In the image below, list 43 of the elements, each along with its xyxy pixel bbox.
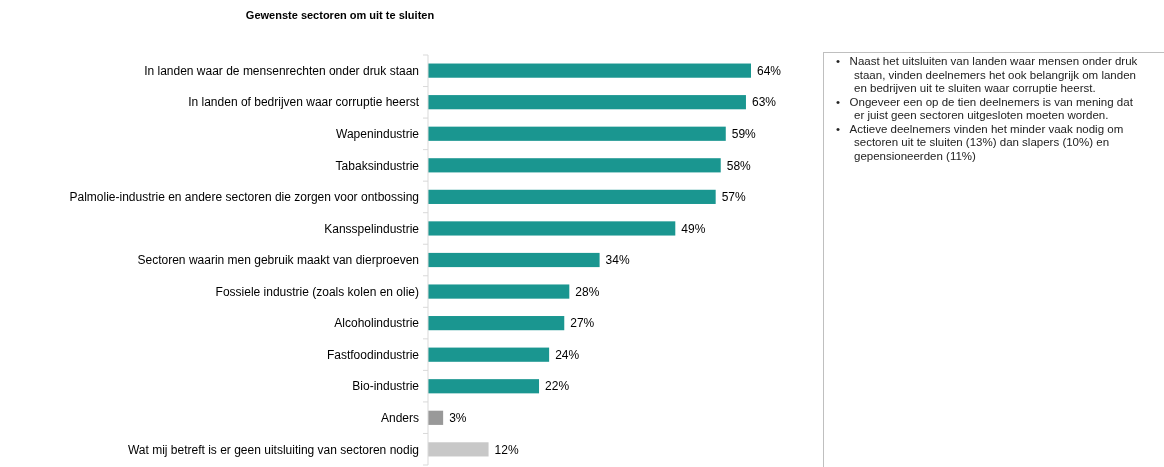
bar bbox=[428, 410, 444, 425]
bar bbox=[428, 158, 721, 173]
bar bbox=[428, 442, 489, 457]
y-tick-label: Palmolie-industrie en andere sectoren die zorgen voor ontbossing bbox=[69, 190, 419, 205]
y-tick-label: Wapenindustrie bbox=[336, 126, 420, 141]
bar bbox=[428, 95, 746, 110]
data-label: 59% bbox=[731, 126, 757, 141]
y-tick-label: Fossiele industrie (zoals kolen en olie) bbox=[215, 284, 419, 299]
bar bbox=[428, 126, 726, 141]
y-tick-label: Alcoholindustrie bbox=[334, 316, 420, 331]
data-label: 24% bbox=[555, 347, 580, 362]
data-label: 34% bbox=[605, 253, 630, 268]
data-label: 27% bbox=[570, 316, 595, 331]
data-label: 3% bbox=[449, 411, 467, 426]
bar bbox=[428, 284, 570, 299]
y-tick-label: Wat mij betreft is er geen uitsluiting van sectoren nodig bbox=[127, 442, 419, 457]
y-tick-label: Kansspelindustrie bbox=[324, 221, 420, 236]
data-label: 22% bbox=[545, 379, 570, 394]
bar bbox=[428, 379, 540, 394]
bar bbox=[428, 252, 600, 268]
y-tick-label: Sectoren waarin men gebruik maakt van dierproeven bbox=[137, 253, 419, 268]
bar bbox=[428, 221, 676, 236]
bar bbox=[428, 316, 565, 331]
y-tick-label: Anders bbox=[380, 411, 419, 426]
text: • Naast het uitsluiten van landen waar mensen onder druk staan, vinden deelnemers het ook belangrijk om landen en bedrijven uit te sluiten waar corruptie heerst. bbox=[836, 55, 1139, 96]
text: Gewenste sectoren om uit te sluiten bbox=[245, 9, 435, 21]
data-label: 57% bbox=[721, 190, 747, 205]
text: • Actieve deelnemers vinden het minder vaak nodig om sectoren uit te sluiten (13%) dan slapers (10%) en gepensioneerden (11%) bbox=[836, 122, 1125, 163]
y-tick-label: In landen waar de mensenrechten onder druk staan bbox=[144, 63, 419, 78]
data-label: 12% bbox=[494, 442, 519, 457]
data-label: 49% bbox=[681, 221, 706, 236]
text: • Ongeveer een op de tien deelnemers is van mening dat er juist geen sectoren uitgesloten moeten worden. bbox=[836, 95, 1134, 123]
data-label: 63% bbox=[751, 95, 777, 110]
bar bbox=[428, 347, 550, 362]
bar bbox=[428, 189, 716, 204]
data-label: 58% bbox=[726, 158, 752, 173]
y-tick-label: In landen of bedrijven waar corruptie heerst bbox=[188, 95, 420, 110]
y-tick-label: Bio-industrie bbox=[352, 379, 420, 394]
bar bbox=[428, 63, 751, 78]
y-tick-label: Tabaksindustrie bbox=[335, 158, 420, 173]
data-label: 64% bbox=[757, 63, 782, 78]
data-label: 28% bbox=[575, 284, 600, 299]
y-tick-label: Fastfoodindustrie bbox=[326, 347, 420, 362]
